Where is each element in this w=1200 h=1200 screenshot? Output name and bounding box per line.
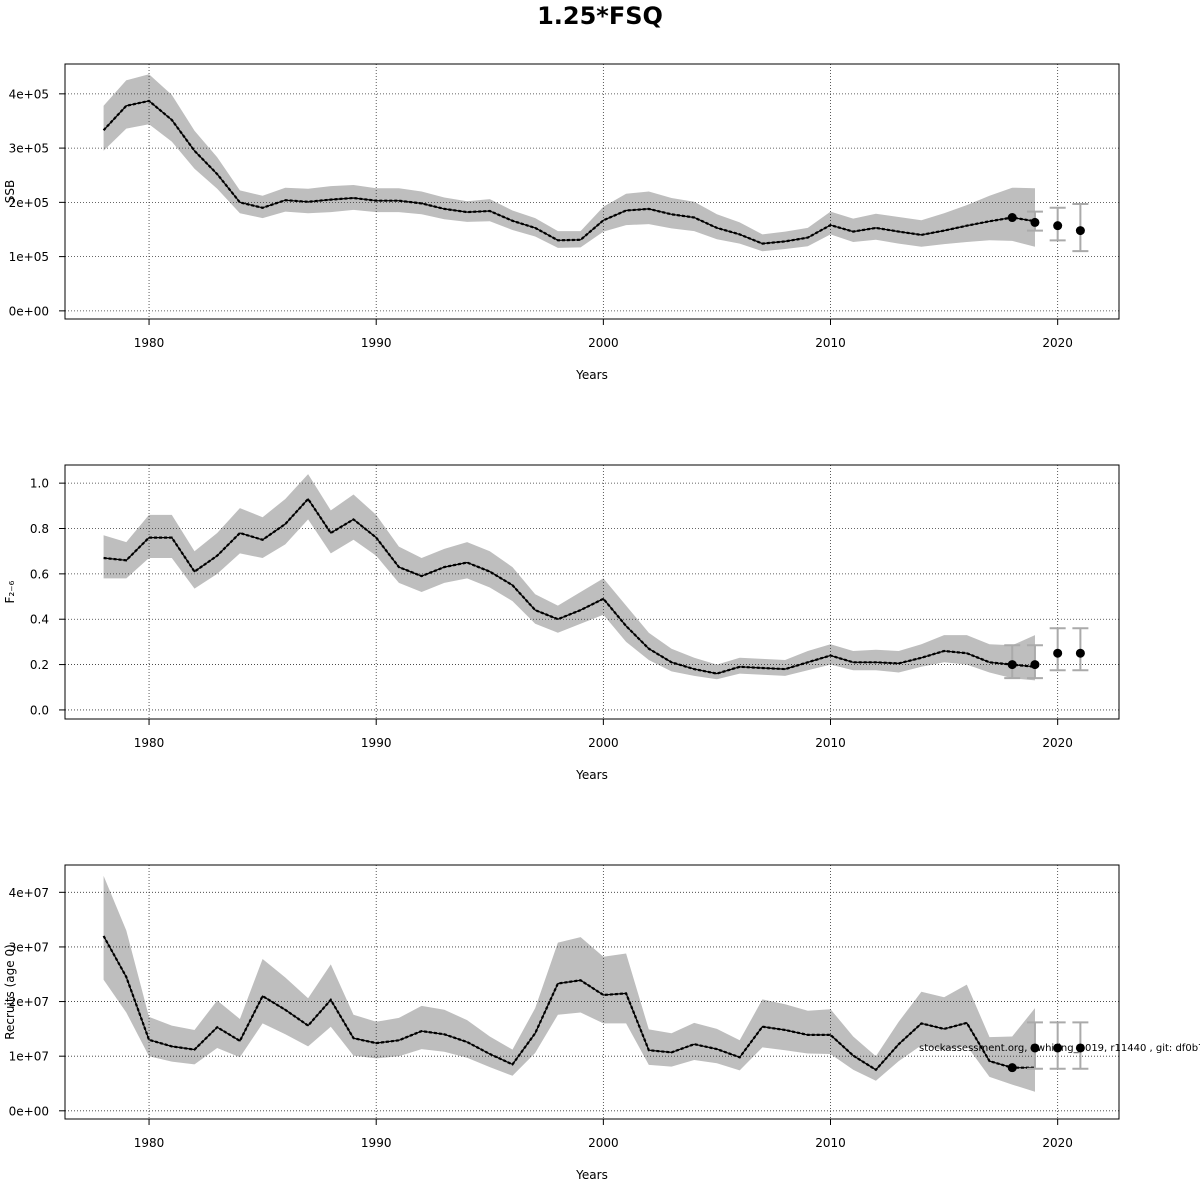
x-tick-label: 2000 bbox=[588, 336, 619, 350]
y-tick-label: 1.0 bbox=[30, 477, 49, 491]
panel-2: 1980 1990 2000 2010 2020 0.0 0.2 0.4 0.6 0.8 1.0 Ye… bbox=[3, 464, 1120, 782]
estimate-line-dashed bbox=[102, 99, 1036, 245]
confidence-band bbox=[103, 474, 1036, 681]
y-tick-label: 3e+05 bbox=[9, 142, 49, 156]
x-tick-label: 1990 bbox=[361, 336, 392, 350]
x-tick-label: 2020 bbox=[1042, 336, 1073, 350]
confidence-band bbox=[103, 74, 1036, 252]
y-tick-label: 0.4 bbox=[30, 613, 49, 627]
projection-point bbox=[1053, 1043, 1063, 1053]
y-tick-label: 2e+07 bbox=[9, 995, 49, 1009]
y-tick-label: 2e+05 bbox=[9, 196, 49, 210]
projection-point bbox=[1075, 226, 1085, 236]
y-tick-label: 0.2 bbox=[30, 658, 49, 672]
x-tick-label: 2010 bbox=[815, 1136, 846, 1150]
chart-title: 1.25*FSQ bbox=[537, 2, 663, 30]
x-tick-label: 2010 bbox=[815, 336, 846, 350]
y-tick-label: 1e+07 bbox=[9, 1050, 49, 1064]
x-tick-label: 2000 bbox=[588, 1136, 619, 1150]
y-tick-label: 0e+00 bbox=[9, 1104, 49, 1118]
y-axis-label: SSB bbox=[3, 180, 17, 203]
x-tick-label: 1980 bbox=[134, 1136, 165, 1150]
plot-frame bbox=[64, 63, 1120, 320]
x-axis-label: Years bbox=[575, 768, 608, 782]
x-axis-label: Years bbox=[575, 368, 608, 382]
projection-point bbox=[1030, 1043, 1040, 1053]
projection-point bbox=[1053, 648, 1063, 658]
y-axis-label: Recruits (age 0) bbox=[3, 944, 17, 1040]
estimate-line-dashed bbox=[102, 935, 1035, 1072]
projection-point bbox=[1075, 1043, 1085, 1053]
projection-point bbox=[1030, 217, 1040, 227]
x-tick-label: 1990 bbox=[361, 736, 392, 750]
projection-point bbox=[1053, 221, 1063, 231]
panel-3: 1980 1990 2000 2010 2020 0e+00 1e+07 2e+07 3e+07… bbox=[3, 864, 1120, 1182]
projection-point bbox=[1075, 648, 1085, 658]
y-tick-label: 1e+05 bbox=[9, 250, 49, 264]
y-tick-label: 3e+07 bbox=[9, 940, 49, 954]
x-axis-label: Years bbox=[575, 1168, 608, 1182]
y-tick-label: 4e+05 bbox=[9, 87, 49, 101]
y-axis-label: F₂₋₆ bbox=[3, 580, 17, 603]
y-tick-label: 0e+00 bbox=[9, 304, 49, 318]
x-tick-label: 2020 bbox=[1042, 736, 1073, 750]
projection-point bbox=[1007, 1063, 1017, 1073]
projection-point bbox=[1007, 660, 1017, 670]
x-tick-label: 2020 bbox=[1042, 1136, 1073, 1150]
estimate-line-dashed bbox=[103, 497, 1036, 675]
y-tick-label: 0.6 bbox=[30, 567, 49, 581]
projection-point bbox=[1007, 213, 1017, 223]
x-tick-label: 1980 bbox=[134, 336, 165, 350]
plot-frame bbox=[64, 464, 1120, 720]
y-tick-label: 0.0 bbox=[30, 703, 49, 717]
confidence-band bbox=[103, 875, 1036, 1092]
y-tick-label: 4e+07 bbox=[9, 886, 49, 900]
x-tick-label: 2010 bbox=[815, 736, 846, 750]
projection-point bbox=[1030, 660, 1040, 670]
plot-frame bbox=[64, 864, 1120, 1120]
x-tick-label: 2000 bbox=[588, 736, 619, 750]
panel-1: 1980 1990 2000 2010 2020 0e+00 1e+05 2e+05 3e+05… bbox=[3, 63, 1120, 382]
footnote: stockassessment.org, Swhiting_2019, r114… bbox=[919, 1043, 1200, 1054]
x-tick-label: 1980 bbox=[134, 736, 165, 750]
x-tick-label: 1990 bbox=[361, 1136, 392, 1150]
y-tick-label: 0.8 bbox=[30, 522, 49, 536]
